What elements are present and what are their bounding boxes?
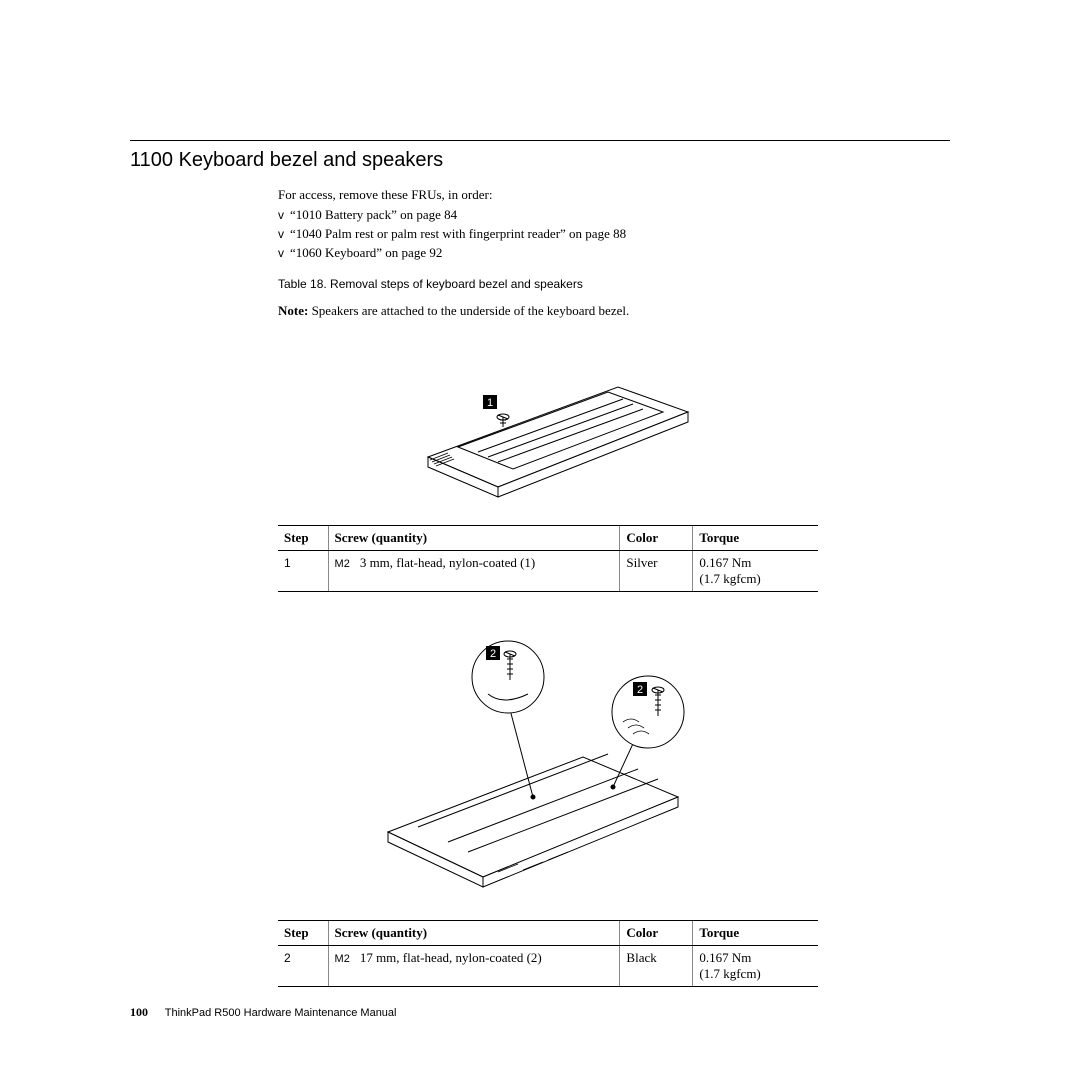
page-footer: 100 ThinkPad R500 Hardware Maintenance M…	[130, 1005, 397, 1020]
callout-2a: 2	[486, 646, 500, 660]
th-step: Step	[278, 920, 328, 945]
section-heading: 1100 Keyboard bezel and speakers	[130, 149, 950, 172]
bullet-text: “1060 Keyboard” on page 92	[290, 245, 442, 260]
th-screw: Screw (quantity)	[328, 920, 620, 945]
step-value: 2	[284, 951, 291, 965]
torque-2: (1.7 kgfcm)	[699, 966, 760, 981]
svg-text:2: 2	[637, 684, 643, 696]
table-row: 1 M2 3 mm, flat-head, nylon-coated (1) Si…	[278, 550, 818, 591]
note-label: Note:	[278, 303, 308, 318]
screw-table-2: Step Screw (quantity) Color Torque 2 M2 1…	[278, 920, 818, 987]
screw-size: M2	[335, 953, 350, 965]
table-row: 2 M2 17 mm, flat-head, nylon-coated (2) B…	[278, 945, 818, 986]
note-text: Speakers are attached to the underside o…	[312, 303, 630, 318]
screw-desc: 17 mm, flat-head, nylon-coated (2)	[360, 950, 542, 965]
bullet-item: v“1010 Battery pack” on page 84	[278, 206, 818, 225]
torque-2: (1.7 kgfcm)	[699, 571, 760, 586]
torque-1: 0.167 Nm	[699, 950, 751, 965]
bullet-item: v“1040 Palm rest or palm rest with finge…	[278, 225, 818, 244]
figure-1: 1	[278, 337, 818, 507]
screw-size: M2	[335, 558, 350, 570]
bullet-text: “1040 Palm rest or palm rest with finger…	[290, 226, 626, 241]
laptop-top-diagram: 1	[388, 337, 708, 507]
table-caption: Table 18. Removal steps of keyboard beze…	[278, 277, 818, 291]
screw-desc: 3 mm, flat-head, nylon-coated (1)	[360, 555, 535, 570]
th-torque: Torque	[693, 525, 818, 550]
figure-2: 2	[278, 622, 818, 902]
bullet-item: v“1060 Keyboard” on page 92	[278, 244, 818, 263]
note-line: Note: Speakers are attached to the under…	[278, 303, 818, 319]
intro-text: For access, remove these FRUs, in order:	[278, 186, 818, 204]
th-color: Color	[620, 920, 693, 945]
screw-color: Black	[620, 945, 693, 986]
th-torque: Torque	[693, 920, 818, 945]
doc-title: ThinkPad R500 Hardware Maintenance Manua…	[165, 1007, 397, 1019]
th-screw: Screw (quantity)	[328, 525, 620, 550]
horizontal-rule	[130, 140, 950, 141]
th-color: Color	[620, 525, 693, 550]
torque-1: 0.167 Nm	[699, 555, 751, 570]
body-content: For access, remove these FRUs, in order:…	[278, 186, 818, 987]
step-value: 1	[284, 556, 291, 570]
callout-2b: 2	[633, 682, 647, 696]
screw-color: Silver	[620, 550, 693, 591]
svg-text:2: 2	[490, 648, 496, 660]
callout-1: 1	[483, 395, 497, 409]
page-number: 100	[130, 1005, 148, 1019]
th-step: Step	[278, 525, 328, 550]
bullet-text: “1010 Battery pack” on page 84	[290, 207, 457, 222]
screw-table-1: Step Screw (quantity) Color Torque 1 M2 3…	[278, 525, 818, 592]
laptop-bottom-diagram: 2	[358, 622, 738, 902]
svg-text:1: 1	[487, 397, 493, 409]
